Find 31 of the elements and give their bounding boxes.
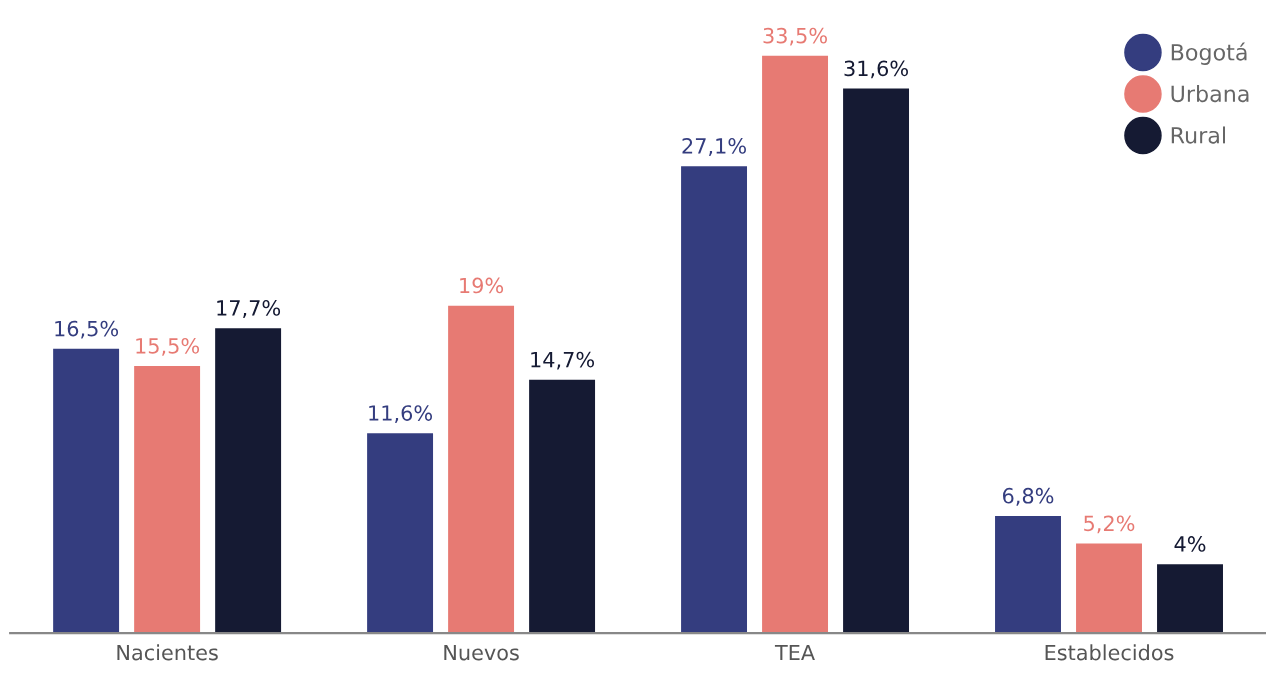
bar xyxy=(215,328,282,634)
data-label: 14,7% xyxy=(531,351,595,370)
data-label: 27,1% xyxy=(682,138,746,156)
data-label: 6,8% xyxy=(1003,487,1054,506)
bar xyxy=(681,166,748,634)
bar xyxy=(843,88,910,634)
legend-label: Urbana xyxy=(1171,84,1249,103)
bar xyxy=(762,55,829,634)
data-label: 16,5% xyxy=(55,320,119,339)
x-tick-label: Nuevos xyxy=(444,644,519,661)
data-label: 33,5% xyxy=(763,27,827,46)
bar xyxy=(367,433,434,634)
x-tick-label: TEA xyxy=(774,644,815,661)
legend-label: Rural xyxy=(1171,126,1225,144)
bar xyxy=(448,305,515,634)
data-label: 31,6% xyxy=(844,60,908,79)
data-label: 15,5% xyxy=(136,337,200,356)
data-label: 11,6% xyxy=(369,405,433,424)
legend-label: Bogotá xyxy=(1171,42,1247,65)
bar xyxy=(53,348,120,634)
x-tick-label: Nacientes xyxy=(117,644,218,661)
x-tick-label: Establecidos xyxy=(1045,644,1174,661)
data-label: 17,7% xyxy=(217,300,281,318)
data-label: 19% xyxy=(460,277,504,294)
data-label: 5,2% xyxy=(1084,515,1135,534)
bar xyxy=(995,515,1061,634)
bar xyxy=(529,379,596,634)
bar xyxy=(134,366,201,634)
bar xyxy=(1076,543,1142,634)
data-label: 4% xyxy=(1174,536,1206,552)
bar xyxy=(1157,564,1223,634)
